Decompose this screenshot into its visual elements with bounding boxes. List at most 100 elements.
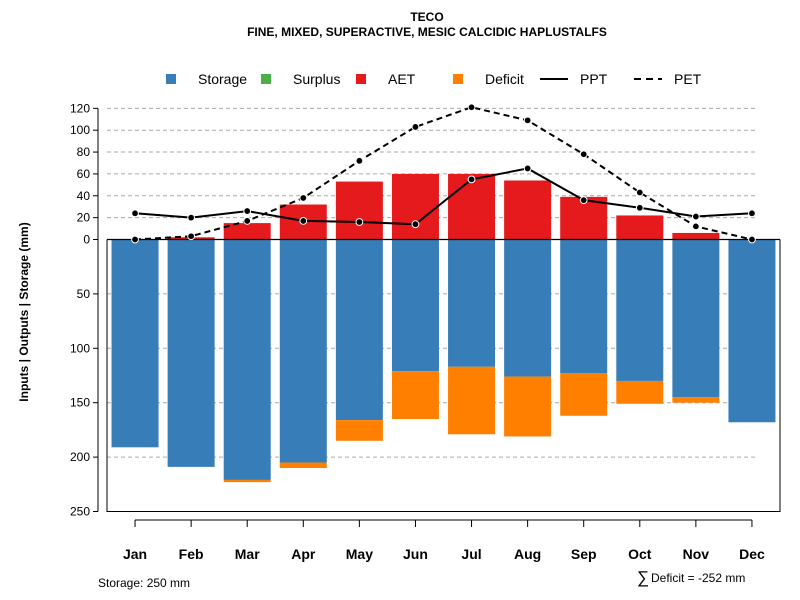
y-axis: 0 20 40 60 80 100 120 50 100 150 200 250: [70, 101, 99, 519]
storage-bar: [111, 239, 159, 448]
x-tick-label: May: [346, 546, 373, 562]
storage-bar: [728, 239, 776, 423]
deficit-bar: [504, 376, 552, 437]
aet-bar: [504, 180, 552, 240]
ppt-point: [748, 209, 756, 218]
ppt-point: [635, 203, 644, 212]
y-tick-label: 50: [77, 287, 91, 301]
deficit-bar: [672, 397, 720, 403]
legend: Storage Surplus AET Deficit PPT PET: [166, 71, 702, 87]
pet-point: [635, 188, 644, 197]
legend-label: Deficit: [485, 71, 524, 87]
pet-point: [579, 150, 588, 159]
y-tick-label: 60: [77, 167, 91, 181]
pet-point: [411, 123, 420, 131]
pet-point: [355, 156, 364, 165]
pet-point: [131, 235, 139, 244]
lower-frame: [106, 239, 781, 512]
legend-swatch: [453, 74, 463, 84]
deficit-bar: [448, 366, 496, 435]
deficit-note: Deficit = -252 mm: [651, 571, 745, 585]
aet-bar: [391, 173, 439, 240]
ppt-point: [131, 209, 139, 218]
x-tick-label: Apr: [291, 546, 316, 562]
ppt-line: [134, 167, 753, 226]
deficit-bar: [560, 373, 608, 416]
storage-bar: [335, 239, 383, 421]
ppt-point: [187, 213, 196, 222]
deficit-bar: [616, 380, 664, 404]
storage-bar: [672, 239, 720, 398]
y-tick-label: 120: [70, 101, 90, 115]
y-tick-label: 250: [70, 505, 90, 519]
legend-swatch: [356, 74, 366, 84]
pet-point: [299, 194, 308, 202]
ppt-point: [579, 196, 588, 205]
deficit-bar: [279, 462, 327, 468]
x-tick-label: Sep: [571, 546, 597, 562]
x-axis: Jan Feb Mar Apr May Jun Jul Aug Sep Oct Nov Dec: [123, 519, 765, 562]
legend-label: PET: [674, 71, 702, 87]
pet-line: [134, 106, 753, 241]
legend-swatch: [261, 74, 271, 84]
y-tick-label: 0: [83, 233, 90, 247]
aet-bar: [672, 232, 720, 240]
x-tick-label: Oct: [628, 546, 652, 562]
deficit-bar: [391, 371, 439, 420]
ppt-point: [411, 220, 420, 229]
pet-point: [523, 116, 532, 125]
bars: [106, 173, 781, 512]
y-tick-label: 150: [70, 396, 90, 410]
legend-label: Surplus: [293, 71, 340, 87]
ppt-point: [467, 175, 476, 184]
x-tick-label: Jul: [461, 546, 481, 562]
y-tick-label: 200: [70, 450, 90, 464]
pet-point: [748, 235, 756, 244]
chart-subtitle: FINE, MIXED, SUPERACTIVE, MESIC CALCIDIC…: [247, 25, 607, 39]
ppt-point: [523, 164, 532, 173]
aet-bar: [616, 215, 664, 240]
x-tick-label: Nov: [683, 546, 710, 562]
aet-bar: [448, 173, 496, 240]
pet-point: [467, 103, 476, 112]
x-tick-label: Mar: [235, 546, 260, 562]
x-tick-label: Jan: [123, 546, 147, 562]
ppt-point: [299, 217, 308, 225]
y-tick-label: 100: [70, 123, 90, 137]
ppt-point: [243, 207, 252, 215]
ppt-point: [691, 212, 700, 221]
x-tick-label: Dec: [739, 546, 765, 562]
legend-label: Storage: [198, 71, 247, 87]
x-tick-label: Aug: [514, 546, 541, 562]
deficit-bar: [223, 479, 271, 483]
x-tick-label: Feb: [179, 546, 204, 562]
aet-bar: [223, 223, 271, 240]
deficit-sum-symbol: ∑: [637, 568, 649, 587]
pet-point: [691, 222, 700, 231]
pet-point: [187, 232, 196, 241]
pet-point: [243, 217, 252, 225]
x-tick-label: Jun: [403, 546, 428, 562]
deficit-bar: [335, 420, 383, 441]
storage-bar: [223, 239, 271, 480]
y-tick-label: 40: [77, 189, 91, 203]
chart-title: TECO: [410, 10, 443, 24]
y-axis-label: Inputs | Outputs | Storage (mm): [17, 222, 31, 401]
y-tick-label: 20: [77, 211, 91, 225]
aet-bar: [335, 181, 383, 240]
storage-bar: [504, 239, 552, 377]
ppt-point: [355, 218, 364, 226]
storage-bar: [560, 239, 608, 374]
storage-bar: [167, 239, 215, 467]
series-lines: [131, 103, 756, 244]
y-tick-label: 100: [70, 341, 90, 355]
storage-bar: [279, 239, 327, 463]
storage-bar: [616, 239, 664, 381]
y-tick-label: 80: [77, 145, 91, 159]
legend-label: PPT: [580, 71, 608, 87]
storage-note: Storage: 250 mm: [98, 576, 190, 590]
storage-bar: [448, 239, 496, 367]
storage-bar: [391, 239, 439, 372]
legend-label: AET: [388, 71, 416, 87]
